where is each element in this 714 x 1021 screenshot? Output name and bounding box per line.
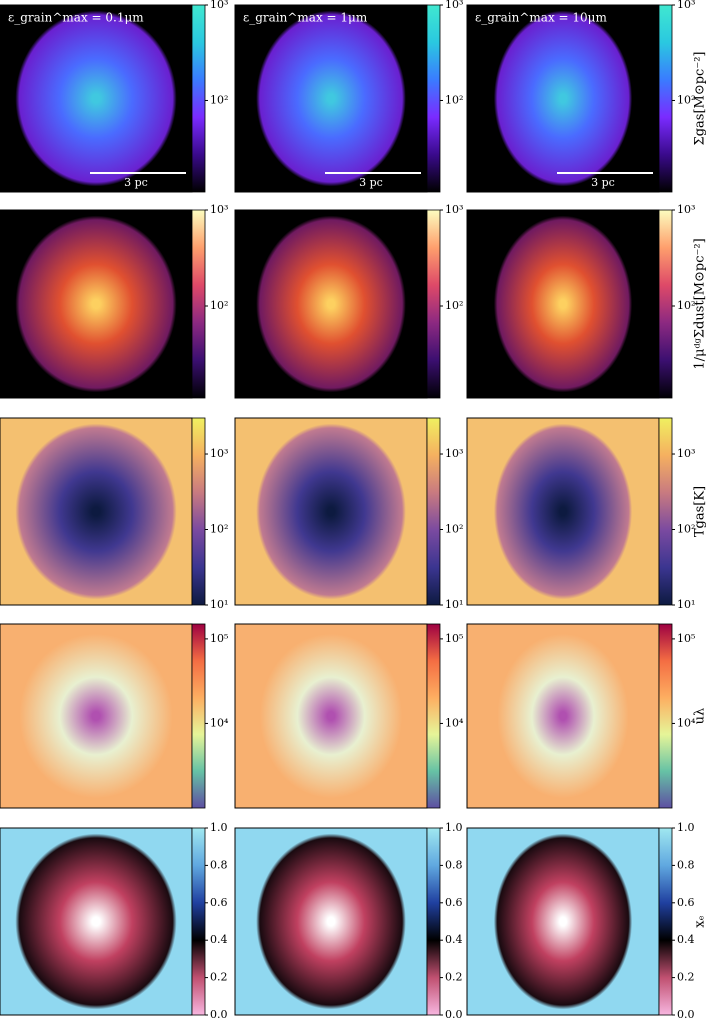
- map-structure: [493, 833, 633, 1010]
- colorbar-tick-label: 10¹: [677, 598, 695, 611]
- colorbar-tick-label: 10³: [210, 447, 228, 460]
- colorbar-tick-label: 0.0: [445, 1008, 463, 1021]
- colorbar-tick-label: 10²: [210, 93, 228, 106]
- colorbar-tick-label: 0.0: [677, 1008, 695, 1021]
- colorbar-tick-label: 10³: [445, 0, 463, 11]
- colorbar-tick-label: 10³: [677, 447, 695, 460]
- colorbar-tick-label: 10³: [210, 0, 228, 11]
- colorbar-tick-label: 0.8: [677, 858, 695, 871]
- colorbar: [658, 209, 673, 399]
- map-structure: [15, 629, 177, 803]
- colorbar-tick-label: 10⁴: [677, 716, 696, 729]
- colorbar-tick-label: 0.6: [445, 896, 463, 909]
- colorbar-tick-label: 10²: [677, 523, 695, 536]
- colorbar-tick-label: 10²: [210, 299, 228, 312]
- map-structure: [256, 833, 406, 1010]
- colorbar: [658, 827, 673, 1016]
- map-structure: [256, 215, 406, 393]
- row-label: 1/μᵈᵍΣdust[M⊙pc⁻²]: [693, 238, 708, 369]
- map-structure: [15, 10, 177, 187]
- colorbar-tick-label: 10³: [677, 203, 695, 216]
- colorbar-tick-label: 10²: [445, 93, 463, 106]
- colorbar-tick-label: 0.2: [210, 971, 228, 984]
- colorbar-tick-label: 10³: [210, 203, 228, 216]
- colorbar-tick-label: 0.2: [445, 971, 463, 984]
- map-structure: [15, 423, 177, 600]
- colorbar-tick-label: 1.0: [445, 821, 463, 834]
- colorbar-tick-label: 10²: [445, 299, 463, 312]
- colorbar: [426, 4, 441, 193]
- colorbar-tick-label: 0.0: [210, 1008, 228, 1021]
- colorbar: [191, 209, 206, 399]
- colorbar-tick-label: 10³: [445, 203, 463, 216]
- column-title: ε_grain^max = 0.1μm: [8, 11, 144, 25]
- row-label: Tgas[K]: [693, 486, 708, 537]
- map-structure: [256, 423, 406, 600]
- colorbar: [191, 827, 206, 1016]
- map-structure: [493, 423, 633, 600]
- colorbar-tick-label: 10⁵: [445, 632, 463, 645]
- colorbar: [426, 209, 441, 399]
- scale-bar-label: 3 pc: [591, 176, 615, 189]
- map-structure: [256, 10, 406, 187]
- map-structure: [493, 10, 633, 187]
- colorbar-tick-label: 0.4: [210, 933, 228, 946]
- scale-bar-label: 3 pc: [359, 176, 383, 189]
- colorbar-tick-label: 0.2: [677, 971, 695, 984]
- scale-bar-label: 3 pc: [124, 176, 148, 189]
- row-label: uλ: [693, 708, 708, 725]
- colorbar: [426, 417, 441, 606]
- map-structure: [493, 215, 633, 393]
- colorbar-tick-label: 10¹: [445, 598, 463, 611]
- colorbar: [426, 827, 441, 1016]
- map-structure: [493, 629, 633, 803]
- colorbar-tick-label: 1.0: [677, 821, 695, 834]
- colorbar: [426, 623, 441, 809]
- colorbar: [191, 623, 206, 809]
- colorbar-tick-label: 10²: [677, 299, 695, 312]
- colorbar: [658, 4, 673, 193]
- colorbar-tick-label: 0.8: [210, 858, 228, 871]
- colorbar-tick-label: 10²: [677, 93, 695, 106]
- colorbar-tick-label: 10⁴: [210, 716, 229, 729]
- colorbar-tick-label: 0.4: [445, 933, 463, 946]
- column-title: ε_grain^max = 1μm: [243, 11, 368, 25]
- column-title: ε_grain^max = 10μm: [475, 11, 607, 25]
- map-structure: [256, 629, 406, 803]
- colorbar-tick-label: 1.0: [210, 821, 228, 834]
- colorbar: [191, 417, 206, 606]
- colorbar-tick-label: 10³: [677, 0, 695, 11]
- map-structure: [15, 215, 177, 393]
- colorbar-tick-label: 0.8: [445, 858, 463, 871]
- colorbar: [658, 417, 673, 606]
- colorbar-tick-label: 10⁵: [210, 632, 228, 645]
- colorbar-tick-label: 10⁴: [445, 716, 464, 729]
- colorbar-tick-label: 10²: [210, 523, 228, 536]
- colorbar-tick-label: 0.6: [210, 896, 228, 909]
- colorbar-tick-label: 10³: [445, 447, 463, 460]
- colorbar: [191, 4, 206, 193]
- colorbar-tick-label: 10¹: [210, 598, 228, 611]
- map-structure: [15, 833, 177, 1010]
- row-label: Σgas[M⊙pc⁻²]: [693, 52, 708, 146]
- colorbar-tick-label: 0.6: [677, 896, 695, 909]
- colorbar: [658, 623, 673, 809]
- colorbar-tick-label: 10²: [445, 523, 463, 536]
- row-label: xₑ: [693, 915, 708, 927]
- colorbar-tick-label: 10⁵: [677, 632, 695, 645]
- colorbar-tick-label: 0.4: [677, 933, 695, 946]
